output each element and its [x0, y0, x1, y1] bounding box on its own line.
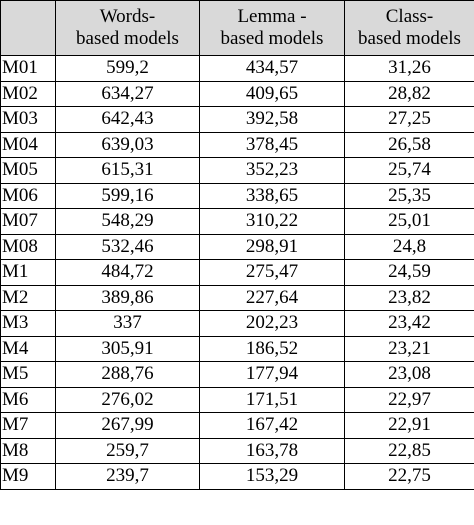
lemma-value-cell: 434,57 [199, 55, 345, 82]
table-row: M03 642,43 392,58 27,25 [0, 106, 474, 133]
header-class-line2: based models [358, 28, 461, 49]
row-label-cell: M8 [0, 437, 56, 464]
table-row: M06 599,16 338,65 25,35 [0, 182, 474, 209]
header-lemma-line2: based models [220, 28, 324, 49]
lemma-value-cell: 167,42 [199, 412, 345, 439]
row-label-cell: M2 [0, 284, 56, 311]
words-value-cell: 599,2 [55, 55, 200, 82]
class-value-cell: 25,01 [344, 208, 474, 235]
row-label-cell: M1 [0, 259, 56, 286]
row-label-cell: M9 [0, 463, 56, 490]
perplexity-table: Words- based models Lemma - based models… [0, 0, 474, 490]
words-value-cell: 615,31 [55, 157, 200, 184]
lemma-value-cell: 378,45 [199, 131, 345, 158]
words-value-cell: 267,99 [55, 412, 200, 439]
row-label-cell: M08 [0, 233, 56, 260]
row-label-cell: M7 [0, 412, 56, 439]
table-row: M02 634,27 409,65 28,82 [0, 80, 474, 107]
class-value-cell: 23,21 [344, 335, 474, 362]
header-words-based: Words- based models [55, 0, 200, 56]
row-label-cell: M6 [0, 386, 56, 413]
lemma-value-cell: 298,91 [199, 233, 345, 260]
lemma-value-cell: 202,23 [199, 310, 345, 337]
lemma-value-cell: 352,23 [199, 157, 345, 184]
table-row: M8 259,7 163,78 22,85 [0, 437, 474, 464]
class-value-cell: 27,25 [344, 106, 474, 133]
table-row: M05 615,31 352,23 25,74 [0, 157, 474, 184]
header-words-line1: Words- [99, 6, 156, 27]
table-row: M1 484,72 275,47 24,59 [0, 259, 474, 286]
words-value-cell: 599,16 [55, 182, 200, 209]
words-value-cell: 639,03 [55, 131, 200, 158]
class-value-cell: 23,42 [344, 310, 474, 337]
lemma-value-cell: 177,94 [199, 361, 345, 388]
lemma-value-cell: 171,51 [199, 386, 345, 413]
lemma-value-cell: 392,58 [199, 106, 345, 133]
words-value-cell: 305,91 [55, 335, 200, 362]
table-row: M3 337 202,23 23,42 [0, 310, 474, 337]
class-value-cell: 23,08 [344, 361, 474, 388]
row-label-cell: M07 [0, 208, 56, 235]
class-value-cell: 24,8 [344, 233, 474, 260]
words-value-cell: 276,02 [55, 386, 200, 413]
words-value-cell: 389,86 [55, 284, 200, 311]
words-value-cell: 634,27 [55, 80, 200, 107]
lemma-value-cell: 338,65 [199, 182, 345, 209]
class-value-cell: 25,74 [344, 157, 474, 184]
words-value-cell: 259,7 [55, 437, 200, 464]
words-value-cell: 532,46 [55, 233, 200, 260]
class-value-cell: 31,26 [344, 55, 474, 82]
class-value-cell: 26,58 [344, 131, 474, 158]
header-row: Words- based models Lemma - based models… [0, 0, 474, 56]
header-class-line1: Class- [385, 6, 434, 27]
lemma-value-cell: 275,47 [199, 259, 345, 286]
lemma-value-cell: 310,22 [199, 208, 345, 235]
table-row: M6 276,02 171,51 22,97 [0, 386, 474, 413]
class-value-cell: 22,85 [344, 437, 474, 464]
table-row: M5 288,76 177,94 23,08 [0, 361, 474, 388]
table-row: M4 305,91 186,52 23,21 [0, 335, 474, 362]
table-row: M07 548,29 310,22 25,01 [0, 208, 474, 235]
table-row: M01 599,2 434,57 31,26 [0, 55, 474, 82]
row-label-cell: M02 [0, 80, 56, 107]
words-value-cell: 484,72 [55, 259, 200, 286]
lemma-value-cell: 153,29 [199, 463, 345, 490]
lemma-value-cell: 163,78 [199, 437, 345, 464]
words-value-cell: 548,29 [55, 208, 200, 235]
row-label-cell: M3 [0, 310, 56, 337]
row-label-cell: M01 [0, 55, 56, 82]
class-value-cell: 25,35 [344, 182, 474, 209]
row-label-cell: M06 [0, 182, 56, 209]
class-value-cell: 24,59 [344, 259, 474, 286]
class-value-cell: 28,82 [344, 80, 474, 107]
class-value-cell: 23,82 [344, 284, 474, 311]
header-lemma-line1: Lemma - [237, 6, 307, 27]
table-row: M08 532,46 298,91 24,8 [0, 233, 474, 260]
table-row: M2 389,86 227,64 23,82 [0, 284, 474, 311]
table-row: M04 639,03 378,45 26,58 [0, 131, 474, 158]
words-value-cell: 337 [55, 310, 200, 337]
words-value-cell: 642,43 [55, 106, 200, 133]
row-label-cell: M5 [0, 361, 56, 388]
header-words-line2: based models [76, 28, 179, 49]
class-value-cell: 22,91 [344, 412, 474, 439]
lemma-value-cell: 227,64 [199, 284, 345, 311]
lemma-value-cell: 186,52 [199, 335, 345, 362]
row-label-cell: M4 [0, 335, 56, 362]
table-row: M7 267,99 167,42 22,91 [0, 412, 474, 439]
words-value-cell: 288,76 [55, 361, 200, 388]
header-corner-cell [0, 0, 56, 56]
header-lemma-based: Lemma - based models [199, 0, 345, 56]
row-label-cell: M04 [0, 131, 56, 158]
lemma-value-cell: 409,65 [199, 80, 345, 107]
header-class-based: Class- based models [344, 0, 474, 56]
table-row: M9 239,7 153,29 22,75 [0, 463, 474, 490]
class-value-cell: 22,97 [344, 386, 474, 413]
row-label-cell: M03 [0, 106, 56, 133]
words-value-cell: 239,7 [55, 463, 200, 490]
class-value-cell: 22,75 [344, 463, 474, 490]
table-body: M01 599,2 434,57 31,26 M02 634,27 409,65 28,82 M… [0, 55, 474, 490]
row-label-cell: M05 [0, 157, 56, 184]
